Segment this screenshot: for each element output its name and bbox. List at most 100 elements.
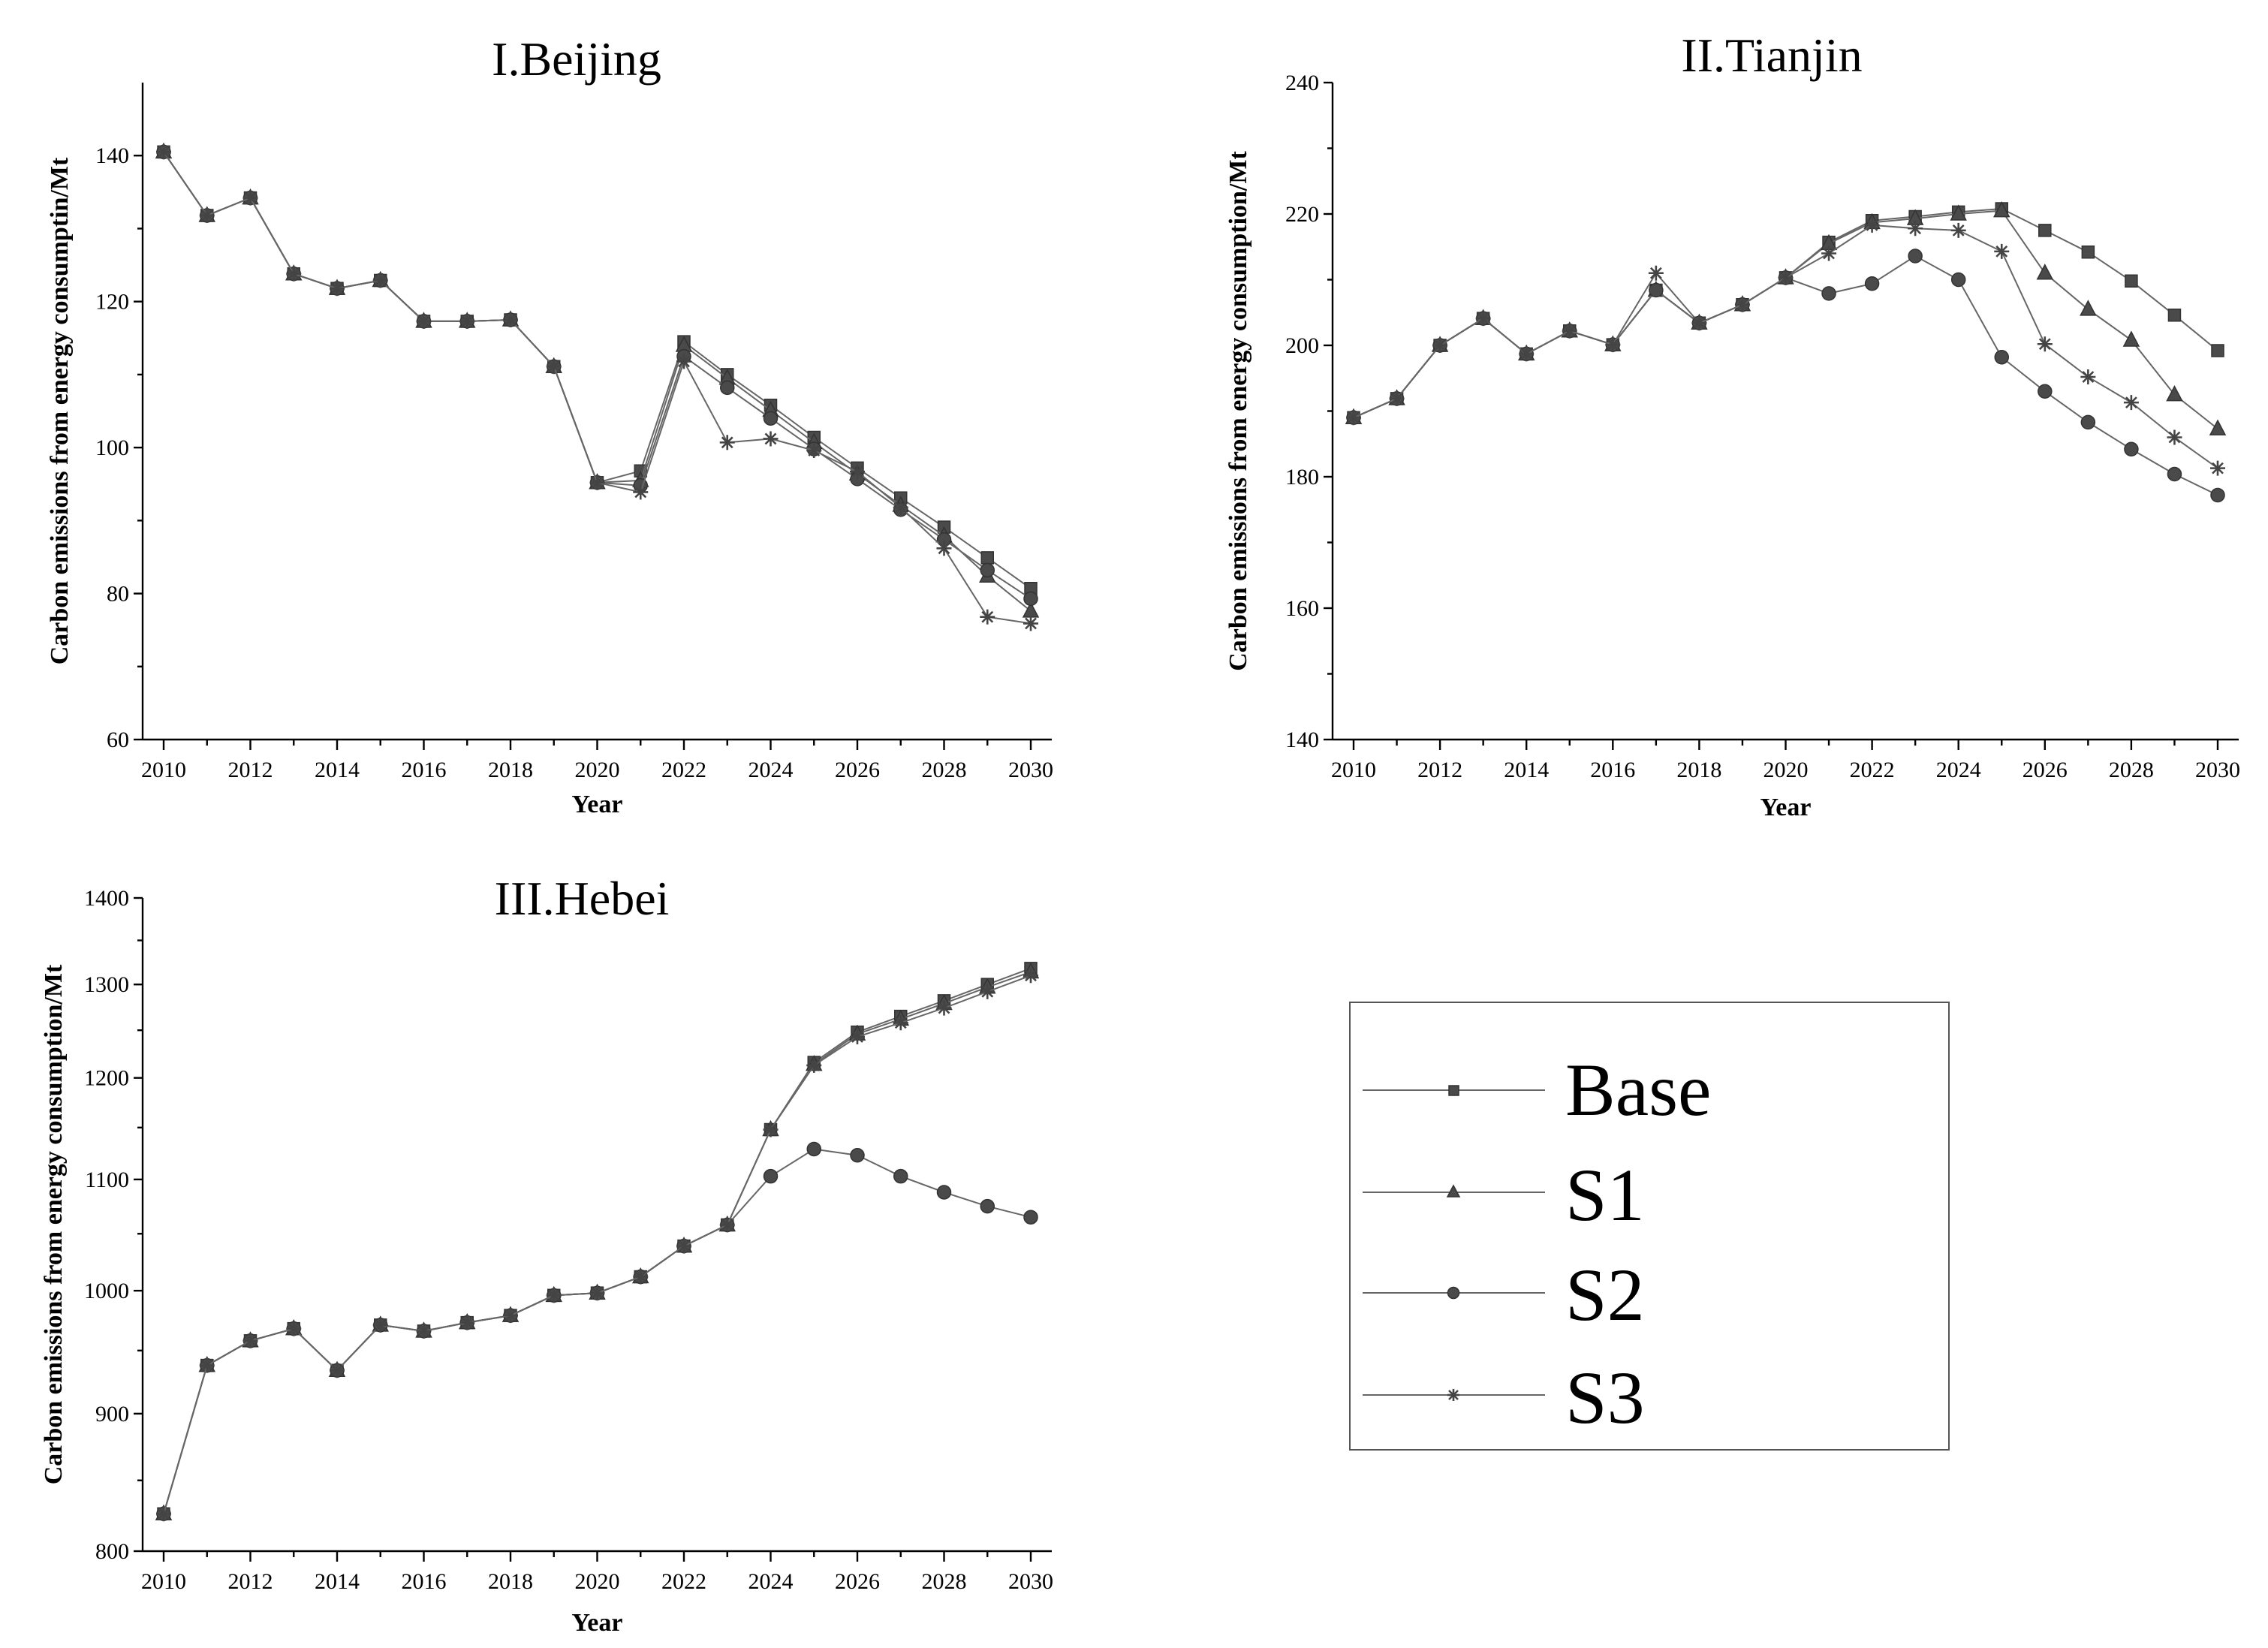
star-stroke [1952,224,1965,237]
star-stroke [288,267,300,280]
chart-panel-1: 60 80 100 120 140 2010 2012 2014 2016 2018 2020 202… [46,32,1053,818]
marker-star [1778,270,1794,285]
marker-circle [980,1198,995,1214]
marker-star [1864,217,1880,233]
x-tick-label: 2022 [661,758,706,782]
star-stroke [721,1219,733,1231]
marker-star [806,443,822,458]
series-s2 [1346,249,2225,503]
legend-entry-s1: S1 [1363,1153,1645,1237]
marker-triangle [2080,300,2097,316]
legend-s1-label: S1 [1565,1153,1645,1237]
series-s3 [156,144,1038,631]
legend-s3-label: S3 [1565,1356,1645,1439]
series-line-base [163,967,1032,1514]
series-line-s3 [163,151,1032,625]
x-tick-label: 2012 [228,1569,273,1594]
star-stroke [2212,462,2224,475]
marker-star [633,484,649,500]
star-stroke [894,1017,907,1029]
x-tick-label: 2020 [575,1569,620,1594]
chart-title: II.Tianjin [1681,29,1862,82]
x-tick-label: 2030 [2195,758,2240,782]
marker-star [936,1000,952,1016]
marker-circle [1649,282,1664,298]
x-tick-label: 2016 [1590,758,1635,782]
star-stroke [374,1318,387,1331]
marker-square [2125,274,2138,288]
x-tick-label: 2028 [922,758,967,782]
marker-star [936,541,952,556]
y-tick-label: 800 [95,1539,129,1564]
star-stroke [2168,431,2181,444]
series-s3 [156,968,1038,1522]
star-stroke [1779,271,1792,284]
y-tick-label: 60 [107,728,129,752]
marker-star [199,1357,215,1373]
marker-star [589,1285,605,1301]
star-stroke [461,315,474,327]
star-stroke [244,1334,257,1347]
marker-star [1605,337,1621,353]
star-stroke [1520,348,1533,360]
star-stroke [981,610,994,623]
star-stroke [1563,324,1576,337]
legend-box [1349,1002,1950,1451]
marker-square [2081,246,2095,259]
marker-star [633,1269,649,1285]
star-stroke [938,542,950,555]
marker-circle [2210,487,2225,503]
marker-star [503,1308,518,1324]
series-s2 [156,144,1038,607]
marker-star [1648,265,1664,281]
y-tick-label: 1400 [84,886,129,911]
legend-s2-label: S2 [1565,1253,1645,1336]
x-tick-label: 2018 [1676,758,1721,782]
y-tick-label: 220 [1285,202,1319,227]
x-tick-label: 2018 [488,758,533,782]
star-stroke [678,355,690,368]
marker-star [546,359,562,375]
marker-star [330,281,345,297]
star-stroke [2038,338,2051,351]
y-axis-label: Carbon emissions from energy consumptin/… [46,157,74,664]
star-stroke [634,486,647,499]
star-stroke [1477,312,1489,325]
series-line-s1 [163,971,1032,1514]
marker-star [1475,311,1491,327]
marker-star [242,190,258,206]
marker-triangle [1950,204,1967,221]
star-stroke [1693,317,1706,330]
star-stroke [2082,371,2095,383]
star-stroke [808,1059,821,1071]
series-line-s3 [1353,224,2218,469]
marker-star [286,266,302,282]
star-stroke [158,1508,170,1520]
series-base [157,145,1038,595]
y-tick-label: 240 [1285,71,1319,95]
star-stroke [1909,222,1922,235]
marker-star [2037,336,2053,352]
star-stroke [1866,218,1878,231]
marker-star [1389,390,1405,406]
marker-circle [1908,249,1923,264]
chart-title: III.Hebei [495,872,670,925]
marker-circle [893,1168,908,1184]
marker-star [2210,460,2225,476]
marker-circle [763,411,779,426]
star-stroke [1649,267,1662,279]
y-tick-label: 100 [95,435,129,460]
marker-star [806,1057,822,1073]
star-stroke [1348,411,1360,424]
series-s1 [155,142,1040,618]
marker-circle [1023,1210,1038,1225]
y-tick-label: 140 [95,143,129,168]
legend: Base S1 S2 S3 [1349,1002,1950,1451]
y-axis-label: Carbon emissions from energy consumption… [1224,151,1252,671]
y-tick-label: 180 [1285,465,1319,490]
series-s1 [155,962,1040,1521]
legend-s1-marker [1446,1184,1461,1198]
star-stroke [200,209,213,221]
x-tick-label: 2022 [1850,758,1895,782]
y-tick-label: 80 [107,582,129,607]
